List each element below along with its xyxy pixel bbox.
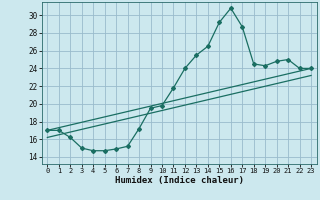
- X-axis label: Humidex (Indice chaleur): Humidex (Indice chaleur): [115, 176, 244, 185]
